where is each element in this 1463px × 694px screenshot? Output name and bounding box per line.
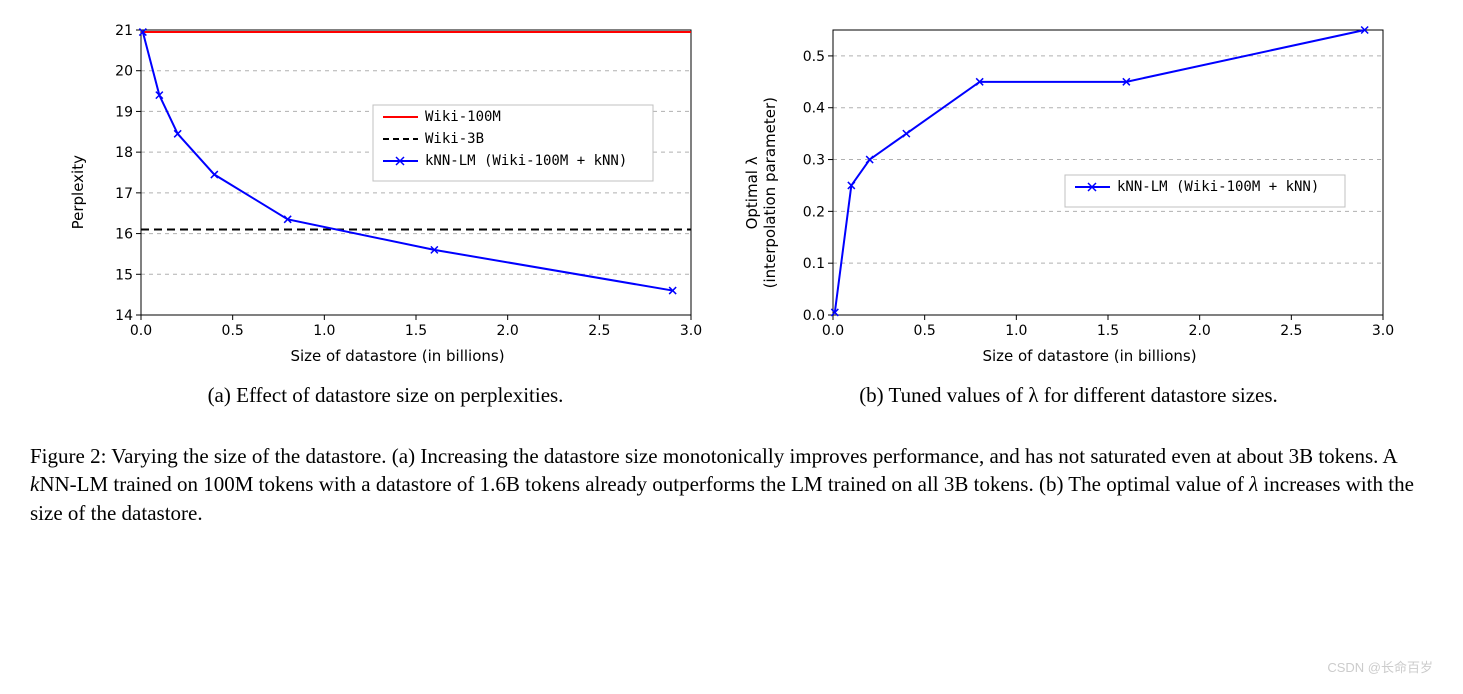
chart-a-ylabel: Perplexity bbox=[69, 155, 87, 229]
watermark: CSDN @长命百岁 bbox=[1327, 657, 1433, 676]
chart-b-svg: 0.0 0.5 1.0 1.5 2.0 2.5 3.0 0.0 0.1 0.2 0.3 0.4 0.5 k… bbox=[785, 20, 1395, 345]
svg-text:2.0: 2.0 bbox=[1188, 323, 1210, 339]
figure-container: Perplexity 0.0 0.5 1.0 1.5 2.0 2.5 3.0 14 15 16 17… bbox=[30, 20, 1433, 527]
chart-a-plotwrap: 0.0 0.5 1.0 1.5 2.0 2.5 3.0 14 15 16 17 18 19 20 21 Wik… bbox=[93, 20, 703, 365]
svg-text:0.2: 0.2 bbox=[802, 204, 824, 220]
svg-text:Wiki-3B: Wiki-3B bbox=[425, 131, 484, 147]
svg-text:0.0: 0.0 bbox=[129, 323, 151, 339]
chart-a-area: Perplexity 0.0 0.5 1.0 1.5 2.0 2.5 3.0 14 15 16 17… bbox=[69, 20, 703, 365]
svg-text:0.3: 0.3 bbox=[802, 153, 824, 169]
svg-text:0.5: 0.5 bbox=[802, 49, 824, 65]
charts-row: Perplexity 0.0 0.5 1.0 1.5 2.0 2.5 3.0 14 15 16 17… bbox=[30, 20, 1433, 408]
chart-b-area: Optimal λ (interpolation parameter) 0.00… bbox=[743, 20, 1395, 365]
chart-a-svg: 0.0 0.5 1.0 1.5 2.0 2.5 3.0 14 15 16 17 18 19 20 21 Wik… bbox=[93, 20, 703, 345]
svg-text:1.5: 1.5 bbox=[1096, 323, 1118, 339]
chart-b-subcaption: (b) Tuned values of λ for different data… bbox=[859, 383, 1278, 408]
svg-text:0.0: 0.0 bbox=[821, 323, 843, 339]
chart-a-xlabel: Size of datastore (in billions) bbox=[93, 347, 703, 365]
svg-text:1.0: 1.0 bbox=[313, 323, 335, 339]
svg-text:2.5: 2.5 bbox=[588, 323, 610, 339]
chart-a-subcaption: (a) Effect of datastore size on perplexi… bbox=[208, 383, 564, 408]
svg-text:19: 19 bbox=[115, 104, 133, 120]
chart-b-block: Optimal λ (interpolation parameter) 0.00… bbox=[743, 20, 1395, 408]
svg-text:16: 16 bbox=[115, 227, 133, 243]
svg-text:3.0: 3.0 bbox=[1371, 323, 1393, 339]
svg-text:1.5: 1.5 bbox=[404, 323, 426, 339]
svg-text:kNN-LM (Wiki-100M + kNN): kNN-LM (Wiki-100M + kNN) bbox=[1117, 179, 1319, 195]
svg-text:0.0: 0.0 bbox=[802, 308, 824, 324]
svg-text:14: 14 bbox=[115, 308, 133, 324]
svg-text:15: 15 bbox=[115, 267, 133, 283]
svg-text:18: 18 bbox=[115, 145, 133, 161]
chart-b-xlabel: Size of datastore (in billions) bbox=[785, 347, 1395, 365]
svg-text:2.5: 2.5 bbox=[1280, 323, 1302, 339]
svg-text:17: 17 bbox=[115, 186, 133, 202]
svg-text:Wiki-100M: Wiki-100M bbox=[425, 109, 501, 125]
svg-text:3.0: 3.0 bbox=[679, 323, 701, 339]
svg-text:0.1: 0.1 bbox=[802, 256, 824, 272]
svg-text:0.5: 0.5 bbox=[221, 323, 243, 339]
chart-b-ylabel: Optimal λ (interpolation parameter) bbox=[743, 97, 779, 288]
svg-text:2.0: 2.0 bbox=[496, 323, 518, 339]
svg-text:1.0: 1.0 bbox=[1005, 323, 1027, 339]
svg-text:21: 21 bbox=[115, 23, 133, 39]
svg-text:0.5: 0.5 bbox=[913, 323, 935, 339]
chart-b-ylabel-l1: Optimal λ bbox=[743, 156, 761, 229]
chart-b-plotwrap: 0.0 0.5 1.0 1.5 2.0 2.5 3.0 0.0 0.1 0.2 0.3 0.4 0.5 k… bbox=[785, 20, 1395, 365]
chart-a-block: Perplexity 0.0 0.5 1.0 1.5 2.0 2.5 3.0 14 15 16 17… bbox=[69, 20, 703, 408]
svg-text:0.4: 0.4 bbox=[802, 101, 824, 117]
chart-b-ylabel-l2: (interpolation parameter) bbox=[761, 97, 779, 288]
svg-text:kNN-LM (Wiki-100M + kNN): kNN-LM (Wiki-100M + kNN) bbox=[425, 153, 627, 169]
svg-text:20: 20 bbox=[115, 64, 133, 80]
main-caption: Figure 2: Varying the size of the datast… bbox=[30, 442, 1430, 527]
